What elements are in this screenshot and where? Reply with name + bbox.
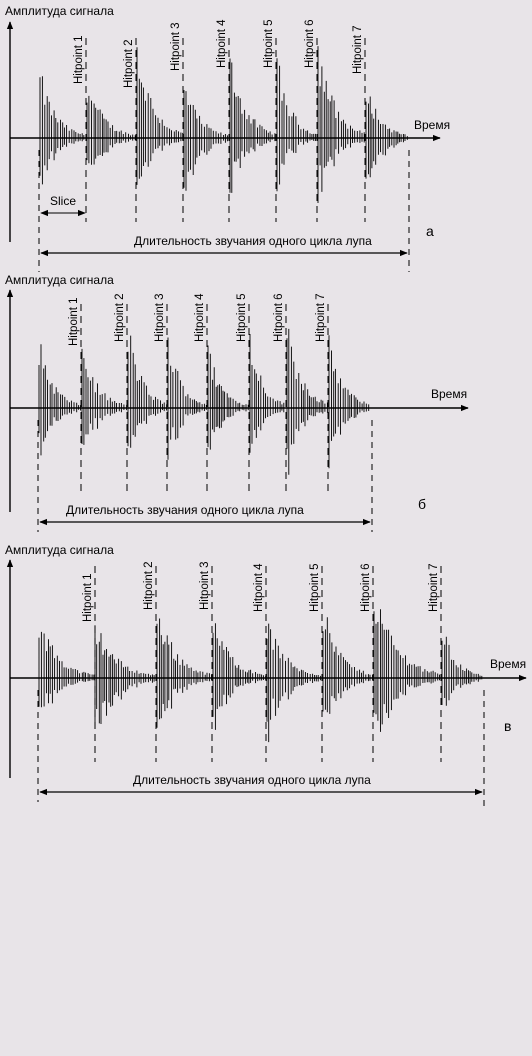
hitpoint-label: Hitpoint 6 (360, 563, 372, 612)
hitpoint-label: Hitpoint 4 (216, 19, 228, 68)
panel-b: Амплитуда сигнала Время Hitpoint 1 Hitpoi… (5, 273, 469, 532)
panel-letter: а (426, 223, 434, 239)
duration-label: Длительность звучания одного цикла лупа (133, 773, 371, 787)
hitpoint-label: Hitpoint 2 (123, 39, 135, 88)
hitpoint-label: Hitpoint 7 (428, 563, 440, 612)
waveform (39, 46, 408, 203)
panel-letter: б (418, 496, 426, 512)
time-label: Время (414, 118, 450, 132)
time-label: Время (431, 387, 467, 401)
panel-letter: в (504, 718, 511, 734)
hitpoint-label: Hitpoint 5 (309, 563, 321, 612)
hitpoint-markers: Hitpoint 1 Hitpoint 2 Hitpoint 3 Hitpoint 4… (68, 293, 329, 494)
hitpoint-label: Hitpoint 2 (114, 293, 126, 342)
hitpoint-label: Hitpoint 1 (82, 573, 94, 622)
hitpoint-label: Hitpoint 4 (253, 563, 265, 612)
amplitude-label: Амплитуда сигнала (5, 543, 114, 557)
slice-label: Slice (50, 194, 76, 208)
hitpoint-label: Hitpoint 3 (170, 22, 182, 71)
hitpoint-label: Hitpoint 5 (263, 19, 275, 68)
amplitude-label: Амплитуда сигнала (5, 4, 114, 18)
hitpoint-label: Hitpoint 6 (304, 19, 316, 68)
hitpoint-markers: Hitpoint 1 Hitpoint 2 Hitpoint 3 Hitpoint 4… (82, 561, 442, 762)
panel-c: Амплитуда сигнала Время Hitpoint 1 Hitpoi… (5, 543, 527, 808)
hitpoint-label: Hitpoint 6 (273, 293, 285, 342)
hitpoint-label: Hitpoint 3 (199, 561, 211, 610)
panel-a: Амплитуда сигнала Время Hitpoint 1 Hitpoi… (5, 4, 450, 272)
duration-label: Длительность звучания одного цикла лупа (66, 503, 304, 517)
hitpoint-label: Hitpoint 1 (68, 297, 80, 346)
hitpoint-label: Hitpoint 2 (143, 561, 155, 610)
amplitude-label: Амплитуда сигнала (5, 273, 114, 287)
hitpoint-label: Hitpoint 1 (73, 35, 85, 84)
waveform (38, 609, 483, 743)
duration-label: Длительность звучания одного цикла лупа (134, 234, 372, 248)
time-label: Время (490, 657, 526, 671)
hitpoint-label: Hitpoint 5 (236, 293, 248, 342)
hitpoint-label: Hitpoint 3 (154, 293, 166, 342)
hitpoint-label: Hitpoint 7 (315, 293, 327, 342)
waveform (38, 328, 370, 475)
hitpoint-markers: Hitpoint 1 Hitpoint 2 Hitpoint 3 Hitpoint 4… (73, 19, 366, 222)
hitpoint-label: Hitpoint 4 (194, 293, 206, 342)
hitpoint-label: Hitpoint 7 (352, 25, 364, 74)
